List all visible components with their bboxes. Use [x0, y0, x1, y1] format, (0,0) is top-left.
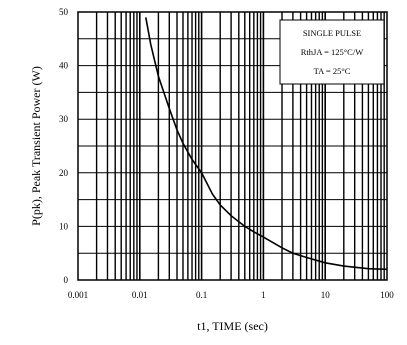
y-tick-label: 20: [59, 168, 69, 178]
x-tick-label: 100: [380, 290, 394, 300]
y-tick-labels: 0 10 20 30 40 50: [59, 7, 69, 285]
annotation-line-1: SINGLE PULSE: [303, 28, 361, 38]
y-tick-label: 50: [59, 7, 69, 17]
x-tick-label: 10: [321, 290, 331, 300]
x-axis-title: t1, TIME (sec): [197, 319, 268, 333]
y-tick-label: 10: [59, 221, 69, 231]
annotation-box: SINGLE PULSE RthJA = 125°C/W TA = 25°C: [279, 19, 385, 85]
y-tick-label: 40: [59, 61, 69, 71]
y-tick-label: 0: [64, 275, 69, 285]
series-line: [145, 17, 388, 271]
y-tick-label: 30: [59, 114, 69, 124]
y-gridlines: [78, 38, 387, 254]
annotation-line-2: RthJA = 125°C/W: [301, 47, 364, 57]
y-axis-title: P(pk), Peak Transient Power (W): [29, 66, 43, 226]
annotation-line-3: TA = 25°C: [314, 66, 351, 76]
x-tick-label: 0.1: [196, 290, 207, 300]
x-tick-label: 0.01: [132, 290, 148, 300]
x-tick-labels: 0.001 0.01 0.1 1 10 100: [68, 290, 394, 300]
x-tick-label: 1: [261, 290, 266, 300]
plot-frame: [77, 11, 388, 281]
annotation-background: [279, 19, 385, 85]
x-tick-label: 0.001: [68, 290, 88, 300]
